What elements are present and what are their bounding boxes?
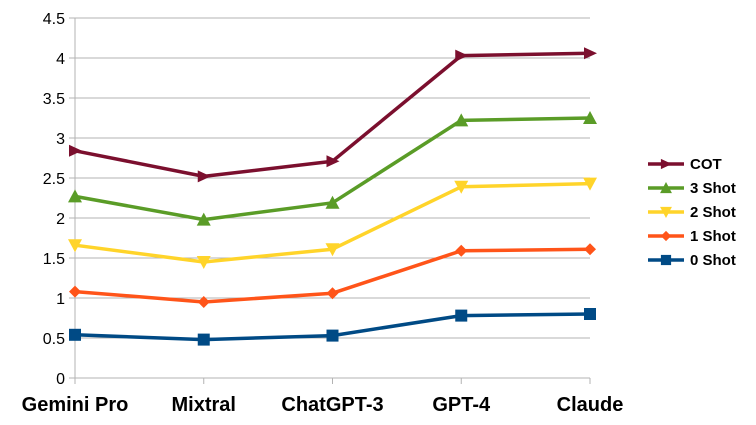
data-point [69,144,82,157]
data-point [583,177,597,191]
data-point [660,206,672,218]
y-tick-label: 2.5 [43,171,65,188]
data-point [660,230,672,242]
series-0-shot [69,308,596,346]
data-point [455,49,469,62]
data-point [326,155,340,168]
data-point [326,329,339,342]
data-point [325,195,340,209]
data-point [196,256,211,269]
data-point [660,182,672,194]
legend-item: 1 Shot [648,228,736,245]
data-point [584,243,596,256]
legend-label: 2 Shot [690,204,736,221]
legend-item: 2 Shot [648,204,736,221]
legend-item: 0 Shot [648,252,736,269]
legend-item: COT [648,156,722,173]
legend-label: 1 Shot [690,228,736,245]
data-point [660,158,672,170]
y-tick-label: 3 [56,131,65,148]
data-point [455,309,468,322]
x-axis: Gemini Pro Mixtral ChatGPT-3 GPT-4 Claude [22,378,624,416]
series-2-shot [68,177,597,269]
y-tick-label: 3.5 [43,91,65,108]
data-point [326,287,339,300]
data-point [197,296,210,308]
legend-label: 3 Shot [690,180,736,197]
series-cot [69,47,597,183]
y-tick-label: 2 [56,211,65,228]
data-point [197,170,211,183]
series-line [74,51,591,179]
data-point [583,111,597,124]
grid-lines [69,17,590,379]
data-point [660,254,672,266]
y-tick-label: 1 [56,291,65,308]
x-tick-label: GPT-4 [432,394,491,416]
data-point [584,308,596,320]
data-point [584,47,597,60]
y-tick-label: 4 [56,51,65,68]
series-1-shot [69,243,596,308]
y-axis-ticks: 0 0.5 1 1.5 2 2.5 3 3.5 4 4.5 [43,11,65,388]
legend-label: COT [690,156,722,173]
y-tick-label: 1.5 [43,251,65,268]
x-tick-label: Mixtral [172,394,236,416]
y-tick-label: 0.5 [43,331,65,348]
data-point [454,180,469,194]
data-point [68,239,82,253]
series-group [68,47,597,346]
y-tick-label: 0 [56,371,65,388]
data-point [69,285,81,298]
data-point [197,333,210,346]
data-point [69,328,81,341]
legend-label: 0 Shot [690,252,736,269]
y-tick-label: 4.5 [43,11,65,28]
series-3-shot [68,111,597,226]
data-point [196,212,211,226]
x-tick-label: ChatGPT-3 [281,394,383,416]
legend: COT 3 Shot 2 Shot 1 Shot 0 Shot [648,156,736,269]
data-point [325,243,340,257]
data-point [454,113,469,127]
data-point [455,244,468,257]
x-tick-label: Gemini Pro [22,394,129,416]
legend-item: 3 Shot [648,180,736,197]
x-tick-label: Claude [557,394,624,416]
data-point [68,189,82,203]
